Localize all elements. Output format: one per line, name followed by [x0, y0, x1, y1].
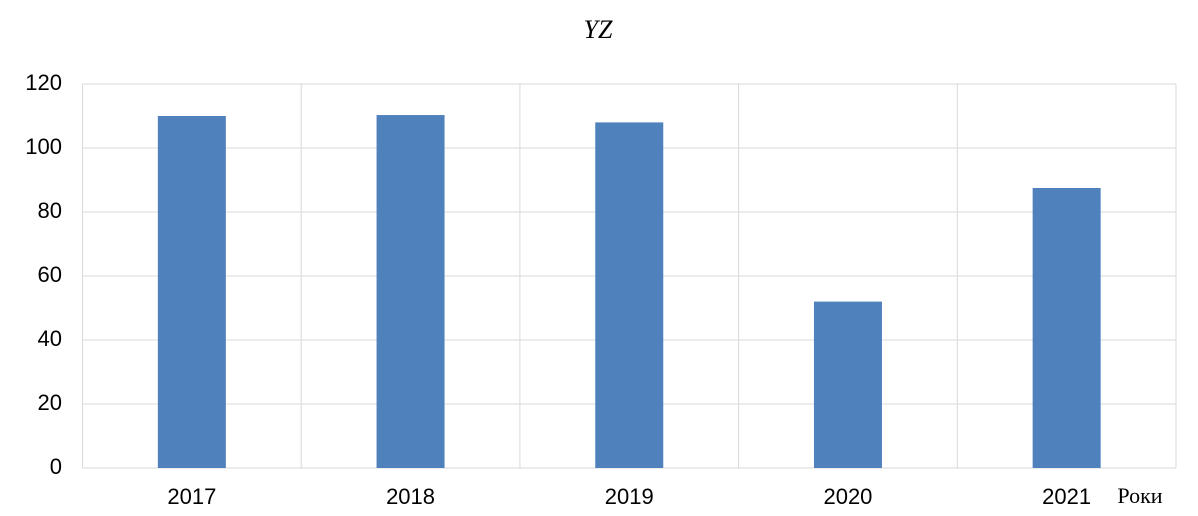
x-tick-label: 2019: [605, 484, 654, 509]
bar: [1032, 188, 1101, 468]
x-tick-label: 2017: [167, 484, 216, 509]
bar: [813, 301, 882, 468]
x-axis-label: Роки: [1117, 483, 1162, 508]
bar: [157, 116, 226, 468]
y-tick-label: 0: [50, 454, 62, 479]
y-tick-label: 40: [38, 326, 62, 351]
bar: [595, 122, 664, 469]
bar: [376, 115, 445, 468]
y-tick-label: 60: [38, 262, 62, 287]
chart-title: YZ: [584, 15, 613, 44]
y-tick-label: 120: [25, 70, 62, 95]
x-tick-label: 2021: [1042, 484, 1091, 509]
x-tick-label: 2018: [386, 484, 435, 509]
y-tick-label: 20: [38, 390, 62, 415]
x-tick-label: 2020: [823, 484, 872, 509]
y-tick-label: 100: [25, 134, 62, 159]
y-tick-label: 80: [38, 198, 62, 223]
